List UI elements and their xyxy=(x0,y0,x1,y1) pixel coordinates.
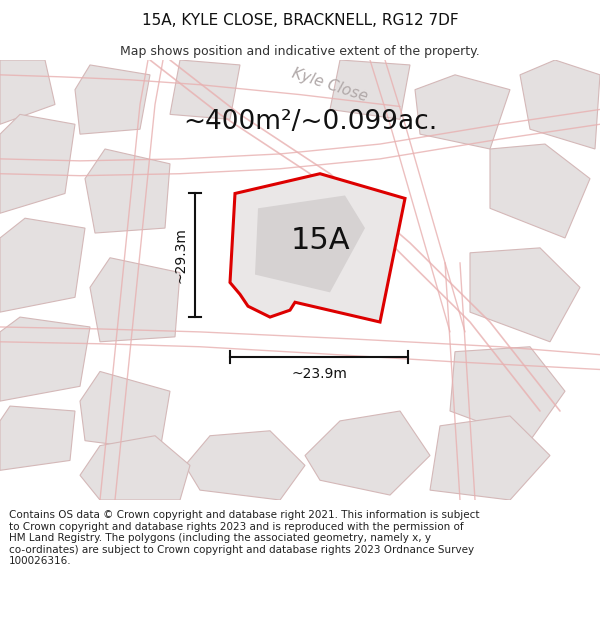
Text: 15A: 15A xyxy=(290,226,350,256)
Polygon shape xyxy=(0,218,85,312)
Polygon shape xyxy=(170,60,240,119)
Polygon shape xyxy=(75,65,150,134)
Polygon shape xyxy=(450,347,565,441)
Polygon shape xyxy=(415,75,510,149)
Polygon shape xyxy=(255,196,365,292)
Polygon shape xyxy=(80,371,170,451)
Polygon shape xyxy=(230,174,405,322)
Polygon shape xyxy=(305,411,430,495)
Polygon shape xyxy=(0,406,75,471)
Polygon shape xyxy=(520,60,600,149)
Text: 15A, KYLE CLOSE, BRACKNELL, RG12 7DF: 15A, KYLE CLOSE, BRACKNELL, RG12 7DF xyxy=(142,13,458,28)
Polygon shape xyxy=(185,431,305,500)
Polygon shape xyxy=(0,114,75,213)
Text: ~400m²/~0.099ac.: ~400m²/~0.099ac. xyxy=(183,109,437,135)
Text: Map shows position and indicative extent of the property.: Map shows position and indicative extent… xyxy=(120,45,480,58)
Polygon shape xyxy=(490,144,590,238)
Polygon shape xyxy=(0,317,90,401)
Polygon shape xyxy=(470,248,580,342)
Polygon shape xyxy=(90,258,180,342)
Polygon shape xyxy=(0,60,55,124)
Polygon shape xyxy=(430,416,550,500)
Text: Kyle Close: Kyle Close xyxy=(290,66,370,104)
Text: ~29.3m: ~29.3m xyxy=(173,228,187,283)
Polygon shape xyxy=(85,149,170,233)
Polygon shape xyxy=(80,436,190,500)
Text: ~23.9m: ~23.9m xyxy=(291,366,347,381)
Polygon shape xyxy=(330,60,410,119)
Text: Contains OS data © Crown copyright and database right 2021. This information is : Contains OS data © Crown copyright and d… xyxy=(9,510,479,566)
